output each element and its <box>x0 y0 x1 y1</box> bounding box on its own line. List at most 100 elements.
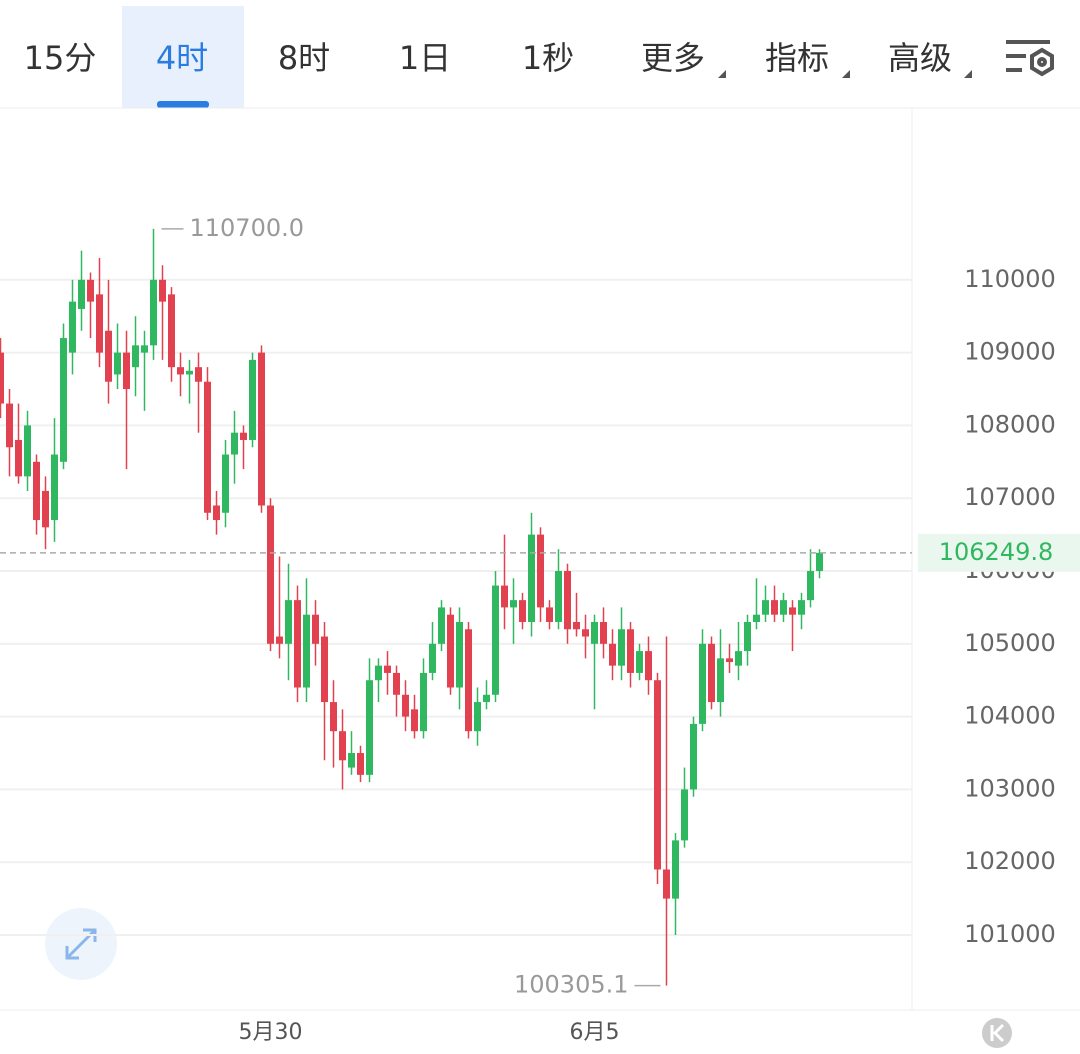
candle-body <box>69 301 76 353</box>
candle-body <box>15 439 22 477</box>
candle-body <box>519 600 526 622</box>
candle-body <box>771 600 778 615</box>
candle-body <box>168 294 175 368</box>
candle-body <box>429 643 436 673</box>
candle-body <box>636 651 643 673</box>
candle-body <box>105 330 112 382</box>
candle-body <box>618 629 625 666</box>
tab[interactable]: 指标 <box>765 39 829 77</box>
settings-icon[interactable] <box>1006 40 1054 77</box>
candle-body <box>159 279 166 302</box>
tab[interactable]: 4时 <box>156 39 208 77</box>
candle-body <box>807 571 814 601</box>
candle-body <box>492 585 499 695</box>
candle-body <box>249 359 256 440</box>
candle-body <box>78 279 85 309</box>
candle-body <box>114 352 121 375</box>
candle-body <box>510 600 517 608</box>
candle-body <box>798 600 805 615</box>
candle-body <box>474 702 481 732</box>
high-label: 110700.0 <box>190 214 305 242</box>
candle-body <box>438 607 445 644</box>
candle-body <box>132 345 139 368</box>
active-tab-bg <box>122 6 244 108</box>
candle-body <box>375 665 382 681</box>
y-tick-label: 104000 <box>964 702 1056 730</box>
candle-body <box>150 279 157 346</box>
y-tick-label: 109000 <box>964 338 1056 366</box>
candle-body <box>600 621 607 644</box>
candle-body <box>762 600 769 615</box>
tab-bar: 15分 4时 8时 1日 1秒 更多 指标 高级 <box>0 6 1080 109</box>
candle-body <box>186 370 193 375</box>
candle-body <box>447 614 454 688</box>
candle-body <box>456 621 463 688</box>
candle-body <box>60 338 67 462</box>
candle-body <box>483 694 490 703</box>
candle-body <box>654 680 661 870</box>
candle-body <box>312 614 319 644</box>
candle-body <box>357 753 364 775</box>
candle-body <box>645 651 652 681</box>
candle-body <box>33 461 40 521</box>
candle-body <box>690 723 697 790</box>
scroll-latest-button[interactable] <box>982 1018 1012 1048</box>
tab[interactable]: 8时 <box>278 39 330 77</box>
x-tick-label: 5月30 <box>239 1020 303 1045</box>
candle-body <box>627 629 634 673</box>
candle-body <box>537 534 544 608</box>
candle-body <box>366 680 373 775</box>
candle-body <box>546 607 553 622</box>
candle-body <box>330 702 337 732</box>
tab[interactable]: 高级 <box>888 39 952 77</box>
last-price-label: 106249.8 <box>939 538 1054 566</box>
candle-body <box>753 614 760 622</box>
candle-body <box>564 571 571 630</box>
candle-body <box>528 534 535 622</box>
active-tab-indicator <box>157 101 209 108</box>
last-price-tag <box>918 533 1080 572</box>
candle-body <box>591 621 598 644</box>
expand-button[interactable] <box>45 908 117 980</box>
candle-body <box>744 621 751 652</box>
y-tick-label: 108000 <box>964 410 1056 438</box>
candle-body <box>195 367 202 382</box>
candle-body <box>708 643 715 703</box>
candle-body <box>339 731 346 761</box>
candle-body <box>222 454 229 513</box>
tab[interactable]: 1秒 <box>522 39 574 77</box>
candle-body <box>573 621 580 630</box>
tab[interactable]: 15分 <box>24 39 97 77</box>
low-label: 100305.1 <box>514 971 629 999</box>
tab[interactable]: 1日 <box>399 39 451 77</box>
candle-body <box>501 585 508 608</box>
candle-body <box>204 381 211 513</box>
candle-body <box>6 403 13 448</box>
candle-body <box>780 600 787 615</box>
y-tick-label: 102000 <box>964 847 1056 875</box>
candle-body <box>681 789 688 841</box>
plot <box>0 228 912 986</box>
candle-body <box>402 694 409 717</box>
candle-body <box>411 709 418 732</box>
candle-body <box>294 600 301 688</box>
candle-body <box>348 753 355 768</box>
candle-body <box>663 869 670 899</box>
candle-body <box>213 505 220 521</box>
y-tick-label: 110000 <box>964 265 1056 293</box>
candle-body <box>609 643 616 666</box>
candle-body <box>789 607 796 615</box>
candle-body <box>240 432 247 440</box>
candle-body <box>726 658 733 663</box>
tab[interactable]: 更多 <box>641 39 705 77</box>
candle-body <box>735 651 742 666</box>
candle-body <box>51 454 58 521</box>
candle-body <box>267 505 274 644</box>
candle-body <box>258 352 265 506</box>
candle-body <box>0 352 4 404</box>
candle-body <box>672 840 679 899</box>
candle-body <box>555 571 562 622</box>
candle-body <box>393 672 400 695</box>
candle-body <box>699 643 706 724</box>
candle-body <box>24 425 31 477</box>
